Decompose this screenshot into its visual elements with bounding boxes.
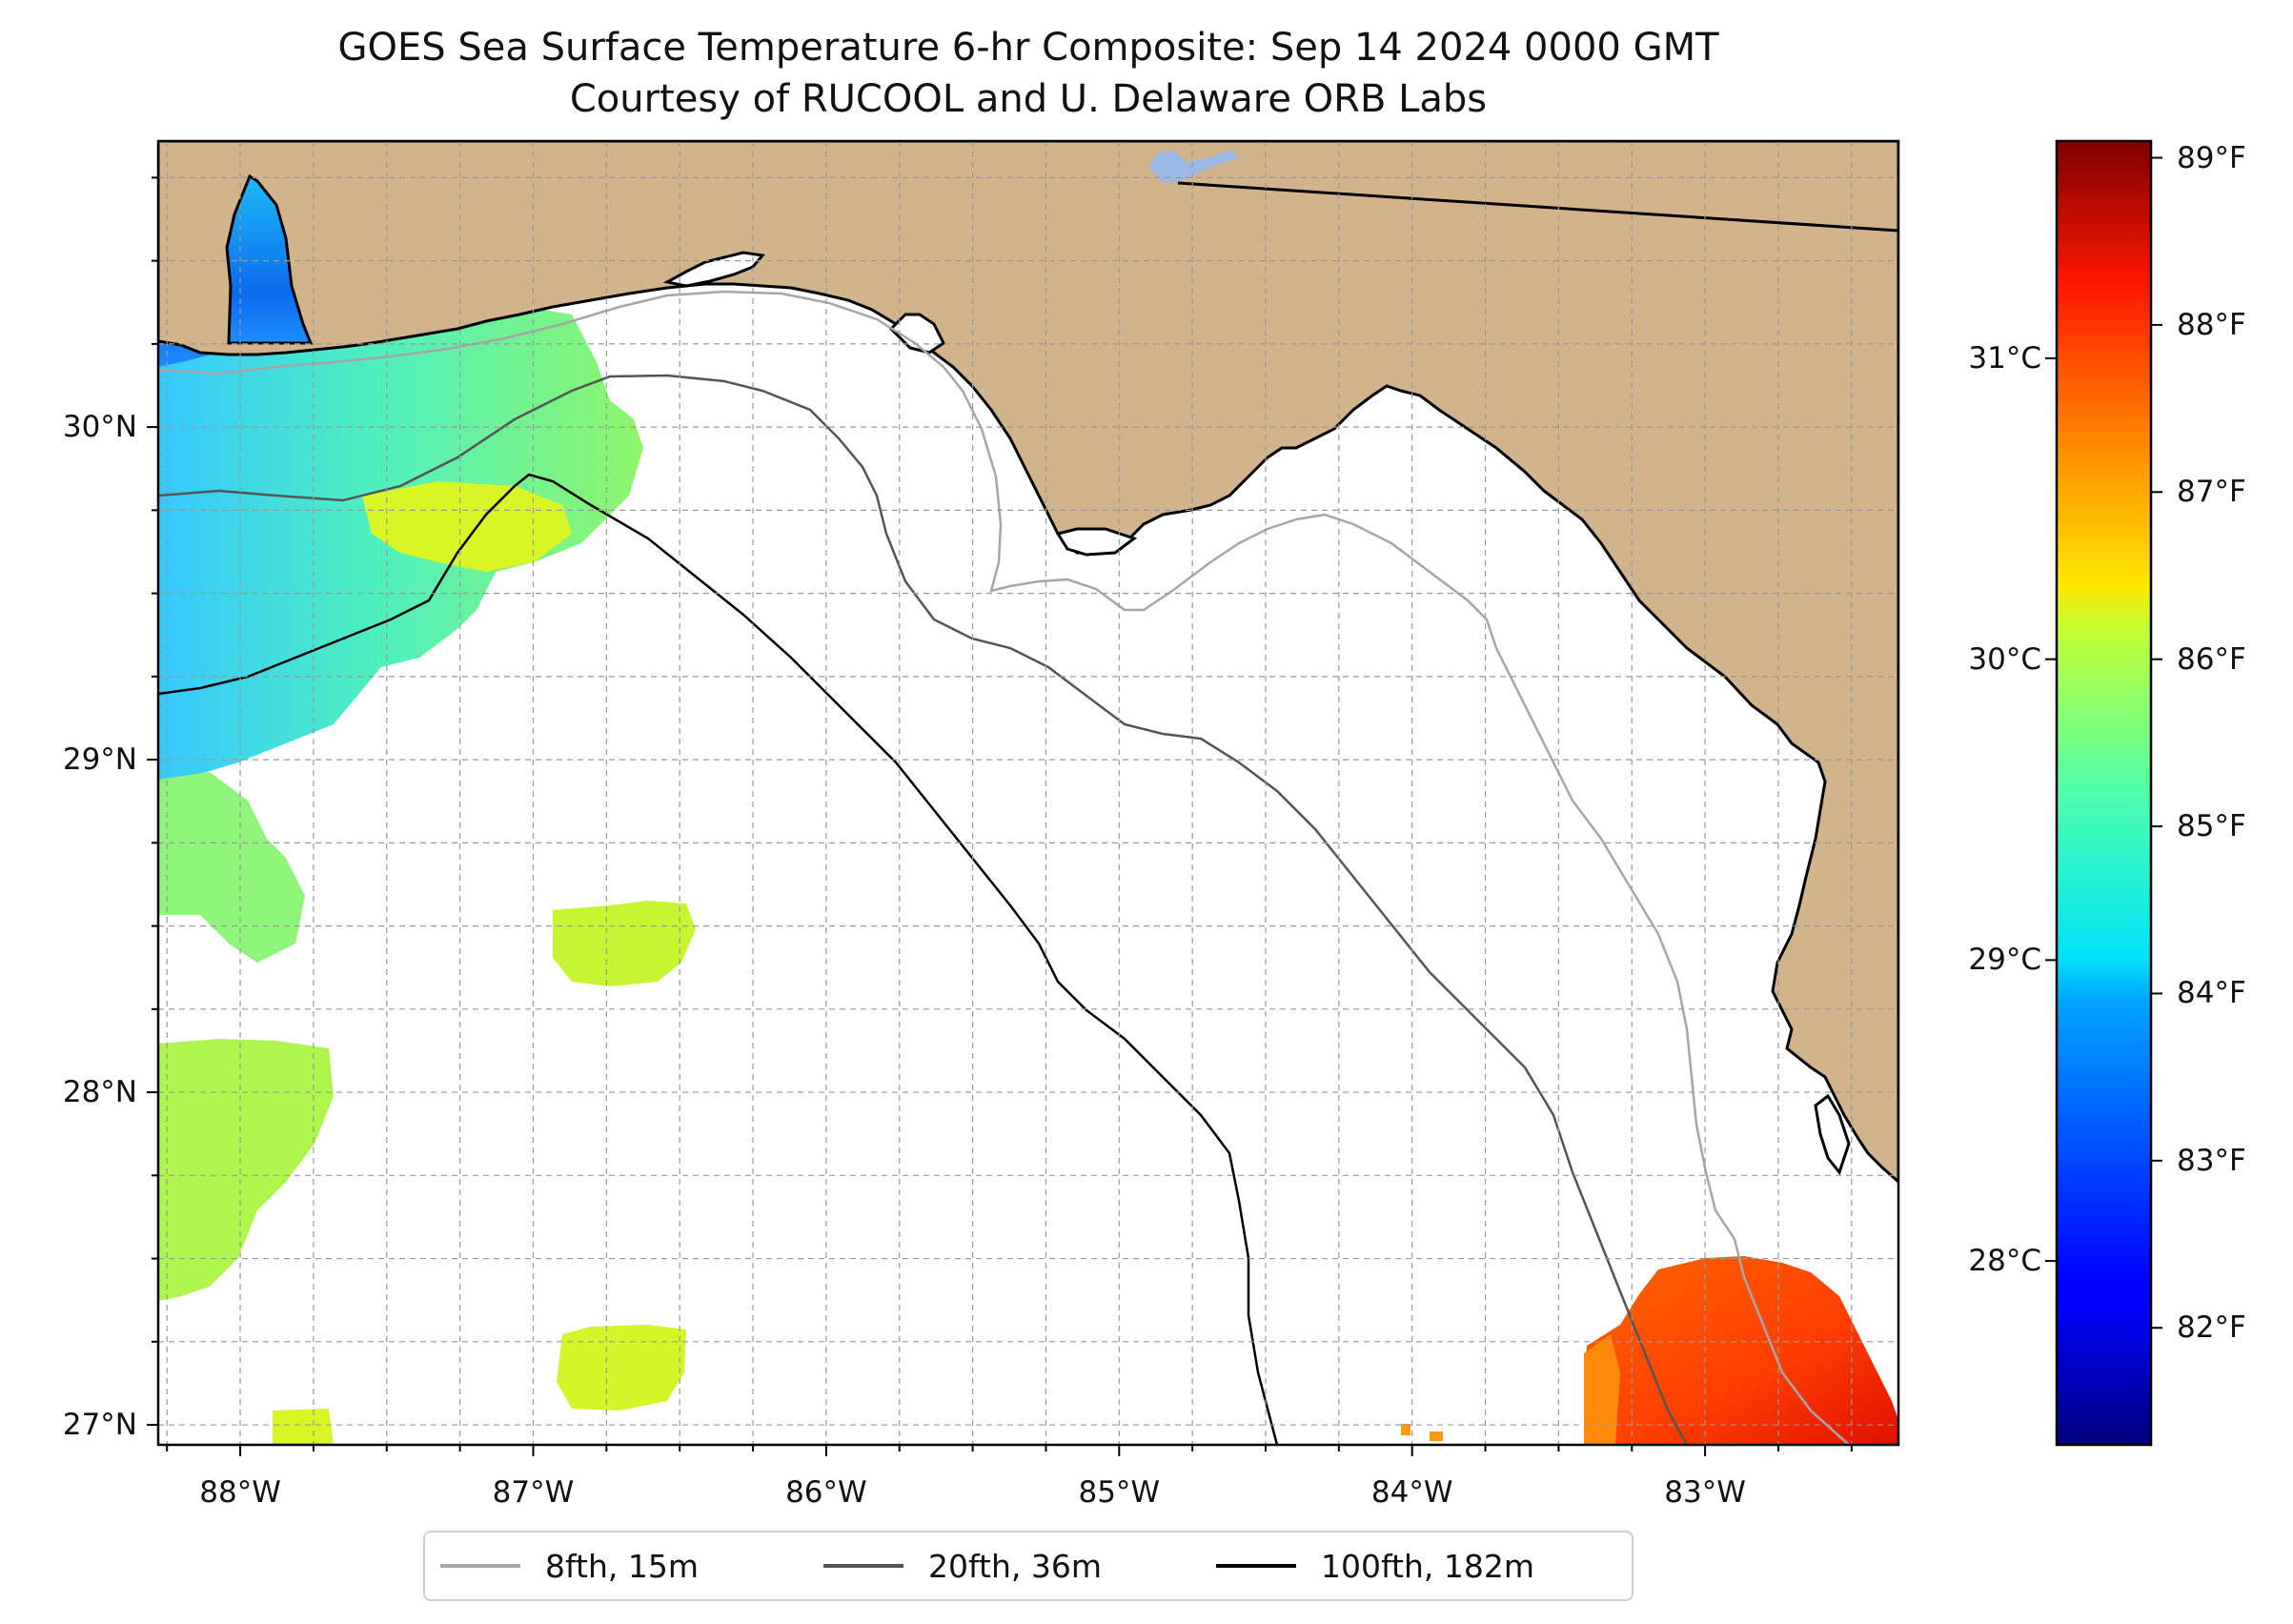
legend-label: 8fth, 15m bbox=[545, 1547, 700, 1585]
longitude-tick-label: 83°W bbox=[1664, 1475, 1746, 1510]
legend-item: 20fth, 36m bbox=[823, 1533, 1102, 1599]
longitude-tick-label: 88°W bbox=[199, 1475, 281, 1510]
colorbar-f-label: 86°F bbox=[2177, 641, 2246, 677]
sst-patch-west-south bbox=[158, 1039, 334, 1301]
sst-patch-warm-shelf bbox=[362, 481, 572, 572]
legend-label: 100fth, 182m bbox=[1321, 1547, 1534, 1585]
colorbar-f-label: 84°F bbox=[2177, 976, 2246, 1011]
tampa-bay bbox=[1814, 1093, 1851, 1176]
colorbar-c-label: 30°C bbox=[1968, 641, 2041, 677]
colorbar-f-label: 82°F bbox=[2177, 1310, 2246, 1346]
contour-8fth-15m bbox=[158, 290, 1850, 1445]
colorbar bbox=[2055, 139, 2153, 1447]
longitude-tick-label: 87°W bbox=[492, 1475, 575, 1510]
latitude-tick-label: 29°N bbox=[62, 742, 137, 778]
colorbar-f-label: 87°F bbox=[2177, 475, 2246, 510]
sst-patch-west-lower bbox=[158, 772, 305, 963]
contour-legend: 8fth, 15m 20fth, 36m 100fth, 182m bbox=[423, 1531, 1634, 1601]
sst-patch-speck bbox=[1401, 1424, 1410, 1435]
legend-label: 20fth, 36m bbox=[928, 1547, 1102, 1585]
mobile-bay-water bbox=[225, 173, 314, 345]
land-mass bbox=[158, 141, 1898, 1185]
lake-seminole bbox=[1148, 151, 1239, 183]
legend-line-swatch bbox=[823, 1564, 903, 1568]
legend-item: 8fth, 15m bbox=[440, 1533, 699, 1599]
sst-patch-corner bbox=[273, 1409, 334, 1445]
sst-data-layer bbox=[158, 195, 1898, 1445]
colorbar-f-label: 88°F bbox=[2177, 307, 2246, 342]
colorbar-c-label: 29°C bbox=[1968, 943, 2041, 978]
sst-patch-speck bbox=[1430, 1431, 1443, 1441]
colorbar-f-label: 89°F bbox=[2177, 140, 2246, 175]
legend-line-swatch bbox=[1216, 1564, 1296, 1568]
contour-100fth-182m bbox=[158, 473, 1279, 1445]
longitude-tick-label: 85°W bbox=[1078, 1475, 1161, 1510]
legend-item: 100fth, 182m bbox=[1216, 1533, 1534, 1599]
figure-subtitle: Courtesy of RUCOOL and U. Delaware ORB L… bbox=[569, 77, 1488, 121]
contour-20fth-36m bbox=[158, 374, 1689, 1445]
longitude-tick-label: 86°W bbox=[785, 1475, 867, 1510]
latitude-tick-label: 28°N bbox=[62, 1075, 137, 1110]
colorbar-f-label: 85°F bbox=[2177, 809, 2246, 844]
figure-title: GOES Sea Surface Temperature 6-hr Compos… bbox=[337, 26, 1719, 70]
apalachicola-bay bbox=[1055, 527, 1138, 557]
longitude-tick-label: 84°W bbox=[1370, 1475, 1453, 1510]
map-ticks bbox=[147, 176, 1853, 1456]
sst-patch-orange-edge bbox=[1584, 1334, 1620, 1445]
colorbar-c-label: 28°C bbox=[1968, 1244, 2041, 1279]
latitude-tick-label: 30°N bbox=[62, 410, 137, 445]
map-frame bbox=[156, 139, 1900, 1447]
colorbar-ticks bbox=[2045, 156, 2162, 1330]
legend-line-swatch bbox=[440, 1564, 520, 1568]
colorbar-f-label: 83°F bbox=[2177, 1143, 2246, 1178]
gridlines bbox=[158, 141, 1898, 1445]
sst-patch-mid bbox=[553, 901, 696, 986]
state-border-line bbox=[1177, 181, 1898, 233]
st-andrew-bay bbox=[888, 313, 945, 355]
colorbar-c-label: 31°C bbox=[1968, 341, 2041, 376]
latitude-tick-label: 27°N bbox=[62, 1408, 137, 1443]
sst-patch-southwest bbox=[557, 1325, 686, 1411]
